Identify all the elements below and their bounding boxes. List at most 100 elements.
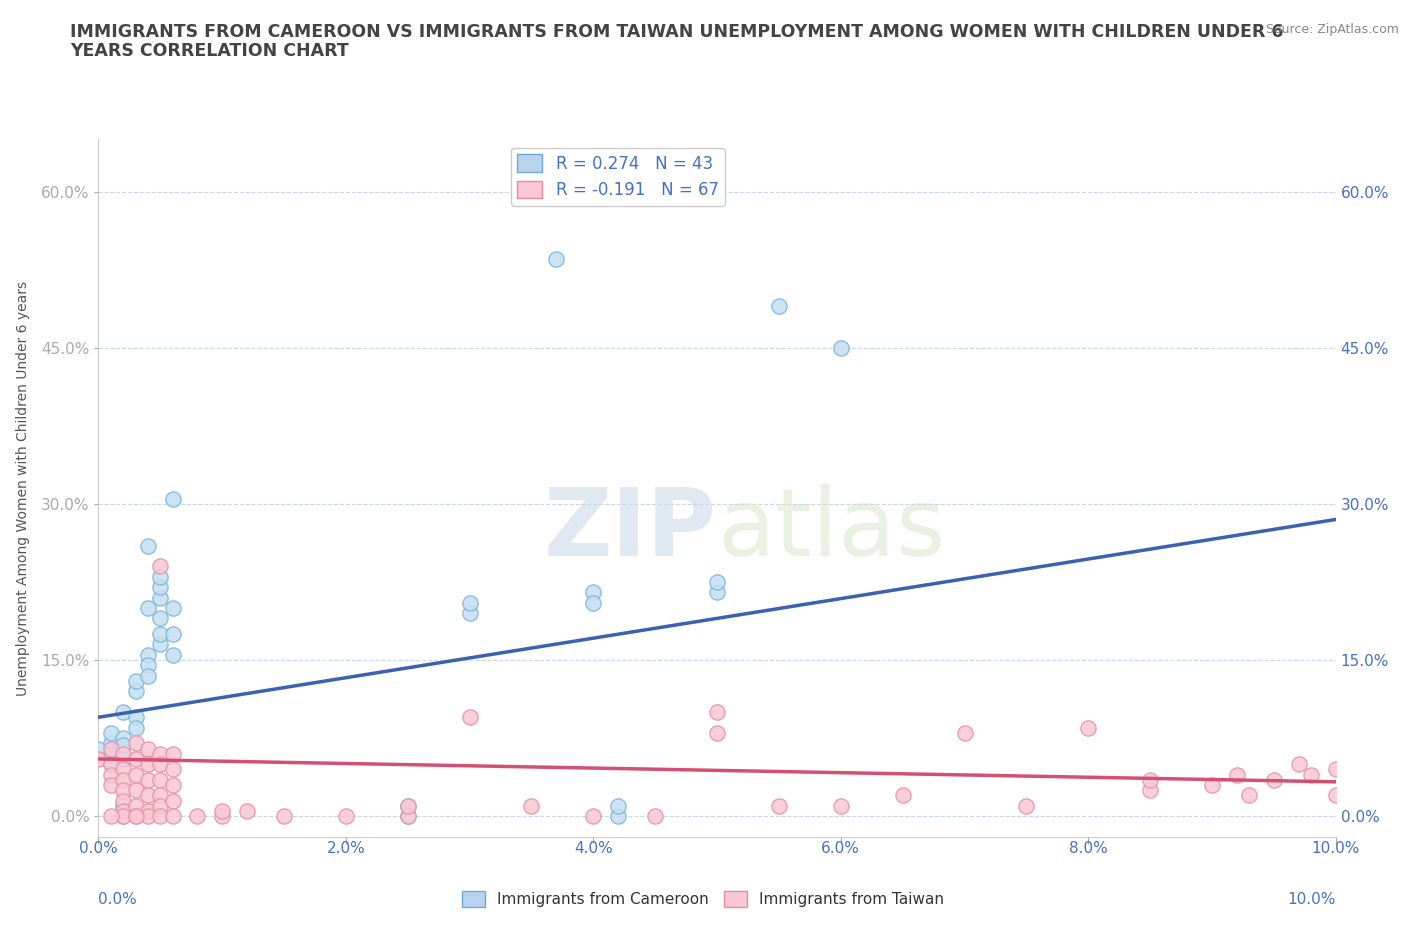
Point xyxy=(112,746,135,761)
Point xyxy=(162,627,184,642)
Text: Source: ZipAtlas.com: Source: ZipAtlas.com xyxy=(1265,23,1399,36)
Point xyxy=(100,746,122,761)
Point xyxy=(112,731,135,746)
Point xyxy=(1077,720,1099,735)
Point xyxy=(162,809,184,824)
Point xyxy=(112,772,135,787)
Point xyxy=(1324,762,1347,777)
Point xyxy=(112,793,135,808)
Text: ZIP: ZIP xyxy=(544,485,717,576)
Point xyxy=(607,809,630,824)
Point xyxy=(149,746,172,761)
Point xyxy=(1263,772,1285,787)
Point xyxy=(100,741,122,756)
Point xyxy=(1139,783,1161,798)
Point xyxy=(396,798,419,813)
Point xyxy=(149,591,172,605)
Point xyxy=(136,538,159,553)
Point xyxy=(236,804,259,818)
Point xyxy=(112,751,135,766)
Text: 0.0%: 0.0% xyxy=(98,892,138,907)
Point xyxy=(162,777,184,792)
Point xyxy=(112,798,135,813)
Text: 10.0%: 10.0% xyxy=(1312,841,1360,857)
Point xyxy=(136,741,159,756)
Point xyxy=(396,798,419,813)
Text: YEARS CORRELATION CHART: YEARS CORRELATION CHART xyxy=(70,42,349,60)
Point xyxy=(335,809,357,824)
Point xyxy=(136,772,159,787)
Point xyxy=(100,777,122,792)
Point xyxy=(768,299,790,313)
Point xyxy=(136,809,159,824)
Point xyxy=(124,710,146,724)
Point xyxy=(953,725,976,740)
Point xyxy=(149,798,172,813)
Point xyxy=(1288,757,1310,772)
Legend: Immigrants from Cameroon, Immigrants from Taiwan: Immigrants from Cameroon, Immigrants fro… xyxy=(456,884,950,913)
Point xyxy=(124,751,146,766)
Text: 4.0%: 4.0% xyxy=(574,841,613,857)
Point xyxy=(112,809,135,824)
Point xyxy=(124,809,146,824)
Point xyxy=(100,767,122,782)
Point xyxy=(149,637,172,652)
Point xyxy=(100,757,122,772)
Point xyxy=(136,601,159,616)
Point xyxy=(1139,772,1161,787)
Point xyxy=(149,772,172,787)
Point xyxy=(396,809,419,824)
Point xyxy=(136,757,159,772)
Text: 8.0%: 8.0% xyxy=(1069,841,1108,857)
Point xyxy=(112,762,135,777)
Point xyxy=(100,725,122,740)
Point xyxy=(136,668,159,683)
Point xyxy=(112,809,135,824)
Point xyxy=(87,751,110,766)
Point xyxy=(112,705,135,720)
Point xyxy=(162,491,184,506)
Point xyxy=(830,340,852,355)
Point xyxy=(706,585,728,600)
Point xyxy=(124,736,146,751)
Point xyxy=(706,575,728,590)
Point xyxy=(891,788,914,803)
Point xyxy=(162,793,184,808)
Point xyxy=(112,804,135,818)
Point xyxy=(136,658,159,672)
Point xyxy=(211,804,233,818)
Text: 10.0%: 10.0% xyxy=(1288,892,1336,907)
Point xyxy=(112,737,135,752)
Point xyxy=(124,783,146,798)
Point xyxy=(706,725,728,740)
Point xyxy=(1237,788,1260,803)
Point xyxy=(149,569,172,584)
Point xyxy=(396,809,419,824)
Point xyxy=(768,798,790,813)
Text: 0.0%: 0.0% xyxy=(79,841,118,857)
Point xyxy=(458,710,481,724)
Point xyxy=(706,705,728,720)
Point xyxy=(211,809,233,824)
Text: IMMIGRANTS FROM CAMEROON VS IMMIGRANTS FROM TAIWAN UNEMPLOYMENT AMONG WOMEN WITH: IMMIGRANTS FROM CAMEROON VS IMMIGRANTS F… xyxy=(70,23,1284,41)
Point xyxy=(124,798,146,813)
Point xyxy=(149,757,172,772)
Point xyxy=(607,798,630,813)
Text: 2.0%: 2.0% xyxy=(326,841,366,857)
Point xyxy=(1226,767,1249,782)
Point xyxy=(546,252,568,267)
Point xyxy=(149,627,172,642)
Legend: R = 0.274   N = 43, R = -0.191   N = 67: R = 0.274 N = 43, R = -0.191 N = 67 xyxy=(510,148,725,206)
Text: 6.0%: 6.0% xyxy=(821,841,860,857)
Point xyxy=(100,809,122,824)
Point xyxy=(458,605,481,620)
Point xyxy=(162,746,184,761)
Y-axis label: Unemployment Among Women with Children Under 6 years: Unemployment Among Women with Children U… xyxy=(15,281,30,696)
Point xyxy=(136,804,159,818)
Point xyxy=(162,601,184,616)
Point xyxy=(124,767,146,782)
Point xyxy=(273,809,295,824)
Point xyxy=(124,809,146,824)
Point xyxy=(136,647,159,662)
Point xyxy=(162,762,184,777)
